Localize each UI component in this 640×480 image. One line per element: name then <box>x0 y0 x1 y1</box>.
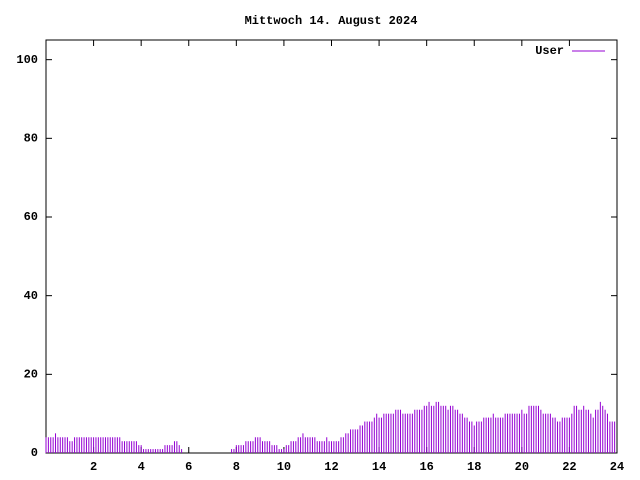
legend-label: User <box>535 44 564 58</box>
y-tick-label: 40 <box>24 289 38 303</box>
x-tick-label: 18 <box>467 460 481 474</box>
y-tick-label: 60 <box>24 210 38 224</box>
y-tick-label: 0 <box>31 446 38 460</box>
x-tick-label: 12 <box>324 460 338 474</box>
chart-title: Mittwoch 14. August 2024 <box>245 14 418 28</box>
x-tick-label: 22 <box>562 460 576 474</box>
y-tick-label: 80 <box>24 132 38 146</box>
x-tick-label: 4 <box>138 460 145 474</box>
x-tick-label: 10 <box>277 460 291 474</box>
y-tick-label: 20 <box>24 368 38 382</box>
x-tick-label: 6 <box>185 460 192 474</box>
x-tick-label: 16 <box>419 460 433 474</box>
x-tick-label: 2 <box>90 460 97 474</box>
x-tick-label: 14 <box>372 460 386 474</box>
x-tick-label: 20 <box>515 460 529 474</box>
x-tick-label: 24 <box>610 460 624 474</box>
y-tick-label: 100 <box>16 53 38 67</box>
x-tick-label: 8 <box>233 460 240 474</box>
